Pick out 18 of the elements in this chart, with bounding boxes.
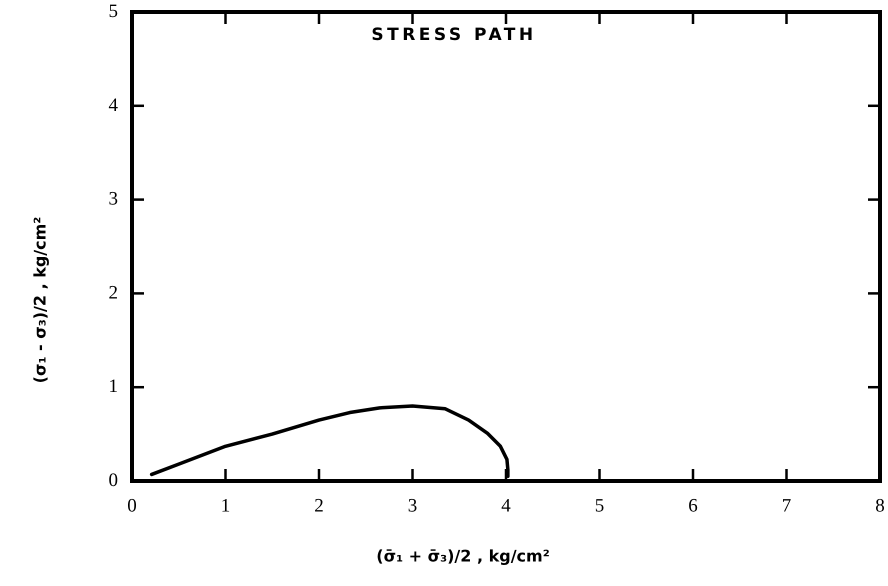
y-tick-label: 4	[108, 94, 118, 116]
x-tick-label: 7	[782, 495, 792, 516]
y-tick-label: 2	[108, 282, 118, 304]
x-tick-label: 6	[688, 495, 698, 516]
x-tick-label: 8	[875, 495, 885, 516]
x-tick-label: 1	[220, 495, 230, 516]
x-tick-label: 2	[314, 495, 324, 516]
y-tick-label: 5	[108, 0, 118, 22]
text: STRESS PATH	[371, 25, 537, 45]
x-tick-label: 4	[501, 495, 512, 516]
y-tick-label: 1	[108, 376, 118, 398]
y-axis-title: (σ₁ - σ₃)/2 , kg/cm²	[30, 216, 50, 384]
x-tick-label: 5	[594, 495, 604, 516]
x-axis-title: (σ̄₁ + σ̄₃)/2 , kg/cm²	[376, 546, 550, 566]
y-tick-label: 0	[108, 470, 118, 491]
x-tick-label: 0	[127, 495, 137, 516]
x-tick-label: 3	[408, 495, 418, 516]
y-tick-label: 3	[108, 188, 118, 210]
